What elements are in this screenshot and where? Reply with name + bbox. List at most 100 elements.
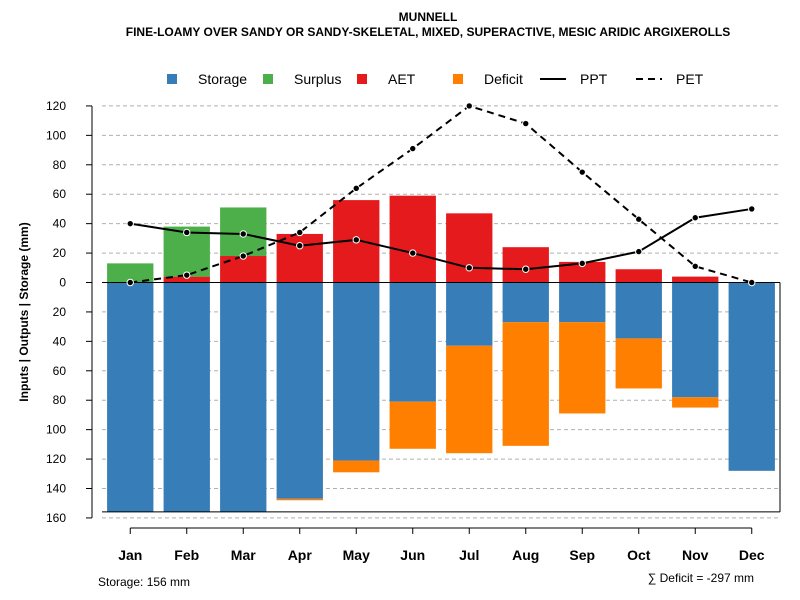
pet-point-jul bbox=[465, 102, 473, 110]
aet-bar-oct bbox=[615, 269, 662, 283]
deficit-bar-nov bbox=[672, 397, 719, 408]
ppt-point-apr bbox=[296, 242, 304, 250]
deficit-bar-jun bbox=[389, 401, 436, 449]
bars bbox=[107, 195, 775, 513]
grid-lines bbox=[102, 105, 780, 519]
ppt-point-jun bbox=[409, 249, 417, 257]
y-tick-label-11: 100 bbox=[46, 423, 66, 437]
y-tick-label-7: 20 bbox=[53, 305, 67, 319]
pet-line bbox=[130, 104, 753, 284]
storage-bar-mar bbox=[220, 282, 267, 513]
legend-swatch-deficit bbox=[453, 74, 463, 84]
y-tick-label-14: 160 bbox=[46, 511, 66, 525]
ppt-point-feb bbox=[183, 228, 191, 237]
x-tick-label-jan: Jan bbox=[118, 547, 142, 563]
storage-bar-may bbox=[333, 282, 380, 461]
chart-title: MUNNELL bbox=[399, 10, 458, 24]
y-tick-label-2: 80 bbox=[53, 158, 67, 172]
deficit-bar-aug bbox=[502, 322, 549, 446]
pet-point-jun bbox=[409, 144, 417, 153]
ppt-point-oct bbox=[635, 247, 643, 256]
y-tick-label-5: 20 bbox=[53, 246, 67, 260]
pet-point-mar bbox=[239, 252, 247, 260]
aet-bar-apr bbox=[276, 233, 323, 283]
aet-bar-nov bbox=[672, 276, 719, 283]
deficit-bar-apr bbox=[276, 498, 323, 501]
legend-label-aet: AET bbox=[388, 71, 416, 87]
y-tick-label-9: 60 bbox=[53, 364, 67, 378]
y-tick-label-3: 60 bbox=[53, 187, 67, 201]
legend-swatch-surplus bbox=[263, 74, 273, 84]
y-tick-label-4: 40 bbox=[53, 217, 67, 231]
storage-bar-apr bbox=[276, 282, 323, 499]
aet-bar-aug bbox=[502, 247, 549, 283]
deficit-bar-jul bbox=[446, 345, 493, 454]
ppt-point-dec bbox=[748, 205, 756, 213]
y-tick-label-1: 100 bbox=[46, 128, 66, 142]
pet-point-oct bbox=[635, 215, 643, 223]
x-tick-label-sep: Sep bbox=[569, 547, 595, 563]
storage-footnote: Storage: 156 mm bbox=[98, 575, 190, 589]
x-tick-label-aug: Aug bbox=[512, 547, 539, 563]
y-tick-label-6: 0 bbox=[59, 276, 66, 290]
x-tick-label-mar: Mar bbox=[231, 547, 256, 563]
storage-bar-jun bbox=[389, 282, 436, 402]
deficit-footnote: ∑ Deficit = -297 mm bbox=[648, 571, 754, 585]
legend-swatch-aet bbox=[357, 74, 367, 84]
ppt-point-sep bbox=[578, 259, 586, 268]
legend-label-deficit: Deficit bbox=[484, 71, 523, 87]
ppt-point-may bbox=[352, 236, 360, 244]
legend-label-ppt: PPT bbox=[580, 71, 608, 87]
storage-bar-jul bbox=[446, 282, 493, 346]
axes: 120 100 80 60 40 20 0 20 40 60 80 100 120 140 160 Jan Fe… bbox=[46, 99, 765, 563]
pet-point-aug bbox=[522, 119, 530, 128]
aet-bar-feb bbox=[163, 276, 210, 283]
x-tick-label-jun: Jun bbox=[400, 547, 425, 563]
legend-label-storage: Storage bbox=[198, 71, 247, 87]
y-tick-label-10: 80 bbox=[53, 393, 67, 407]
aet-bar-sep bbox=[559, 261, 606, 283]
ppt-point-mar bbox=[239, 230, 247, 238]
x-tick-label-may: May bbox=[343, 547, 370, 563]
deficit-bar-oct bbox=[615, 338, 662, 389]
pet-point-feb bbox=[183, 271, 191, 279]
ppt-point-aug bbox=[522, 265, 530, 273]
storage-bar-oct bbox=[615, 282, 662, 339]
legend-swatch-storage bbox=[167, 74, 177, 84]
y-tick-label-12: 120 bbox=[46, 452, 66, 466]
ppt-point-nov bbox=[691, 214, 699, 222]
x-tick-label-apr: Apr bbox=[288, 547, 313, 563]
aet-bar-jul bbox=[446, 213, 493, 283]
legend: Storage Surplus AET Deficit PPT PET bbox=[167, 71, 704, 87]
pet-point-jan bbox=[126, 278, 134, 287]
surplus-bar-jan bbox=[107, 263, 154, 283]
x-tick-label-dec: Dec bbox=[739, 547, 765, 563]
storage-bar-aug bbox=[502, 282, 549, 323]
chart-subtitle: FINE-LOAMY OVER SANDY OR SANDY-SKELETAL,… bbox=[126, 25, 731, 39]
y-tick-label-8: 40 bbox=[53, 334, 67, 348]
storage-bar-dec bbox=[728, 282, 775, 471]
deficit-bar-sep bbox=[559, 322, 606, 414]
x-tick-label-oct: Oct bbox=[627, 547, 651, 563]
storage-bar-jan bbox=[107, 282, 154, 513]
x-tick-label-jul: Jul bbox=[459, 547, 479, 563]
series-lines bbox=[126, 102, 756, 287]
aet-bar-mar bbox=[220, 256, 267, 283]
pet-point-may bbox=[352, 184, 360, 193]
ppt-line bbox=[130, 207, 752, 271]
aet-bar-jun bbox=[389, 195, 436, 283]
plot-frame bbox=[102, 282, 781, 513]
storage-bar-sep bbox=[559, 282, 606, 323]
x-tick-label-feb: Feb bbox=[174, 547, 199, 563]
storage-bar-feb bbox=[163, 282, 210, 513]
deficit-bar-may bbox=[333, 460, 380, 473]
y-tick-label-0: 120 bbox=[46, 99, 66, 113]
pet-point-dec bbox=[748, 278, 756, 287]
pet-point-apr bbox=[296, 228, 304, 237]
pet-point-sep bbox=[578, 168, 586, 176]
legend-label-surplus: Surplus bbox=[294, 71, 341, 87]
y-axis-label: Inputs | Outputs | Storage (mm) bbox=[17, 222, 31, 401]
legend-label-pet: PET bbox=[676, 71, 704, 87]
storage-bar-nov bbox=[672, 282, 719, 398]
